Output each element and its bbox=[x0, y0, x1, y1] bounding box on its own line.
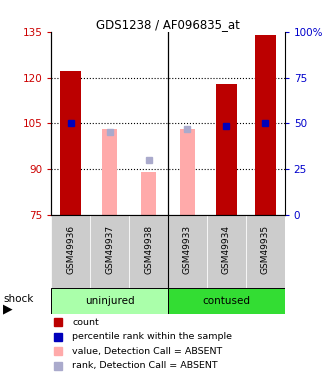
Bar bbox=[51, 288, 168, 314]
Text: GSM49934: GSM49934 bbox=[222, 225, 231, 274]
Text: count: count bbox=[72, 318, 99, 327]
Text: GSM49937: GSM49937 bbox=[105, 225, 114, 274]
Text: percentile rank within the sample: percentile rank within the sample bbox=[72, 332, 232, 341]
Bar bbox=[60, 72, 81, 214]
Bar bbox=[215, 84, 237, 214]
Title: GDS1238 / AF096835_at: GDS1238 / AF096835_at bbox=[96, 18, 240, 31]
Text: GSM49935: GSM49935 bbox=[261, 225, 270, 274]
Bar bbox=[168, 288, 285, 314]
Bar bbox=[180, 129, 195, 214]
Text: uninjured: uninjured bbox=[85, 296, 134, 306]
Bar bbox=[168, 214, 207, 288]
Text: contused: contused bbox=[202, 296, 250, 306]
Text: shock: shock bbox=[3, 294, 34, 304]
Text: GSM49938: GSM49938 bbox=[144, 225, 153, 274]
Bar bbox=[207, 214, 246, 288]
Bar bbox=[102, 129, 117, 214]
Bar bbox=[90, 214, 129, 288]
Bar bbox=[51, 214, 90, 288]
Text: rank, Detection Call = ABSENT: rank, Detection Call = ABSENT bbox=[72, 361, 218, 370]
Bar bbox=[129, 214, 168, 288]
Text: GSM49933: GSM49933 bbox=[183, 225, 192, 274]
Text: GSM49936: GSM49936 bbox=[66, 225, 75, 274]
Bar bbox=[246, 214, 285, 288]
Text: value, Detection Call = ABSENT: value, Detection Call = ABSENT bbox=[72, 346, 222, 355]
Bar bbox=[141, 172, 156, 214]
Bar bbox=[255, 35, 276, 214]
Text: ▶: ▶ bbox=[3, 303, 13, 315]
